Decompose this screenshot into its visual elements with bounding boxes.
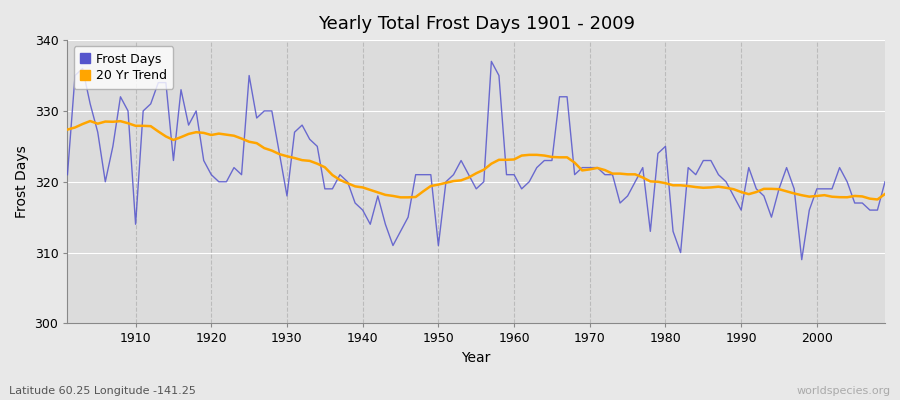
Text: Latitude 60.25 Longitude -141.25: Latitude 60.25 Longitude -141.25 (9, 386, 196, 396)
Text: worldspecies.org: worldspecies.org (796, 386, 891, 396)
X-axis label: Year: Year (462, 351, 490, 365)
Title: Yearly Total Frost Days 1901 - 2009: Yearly Total Frost Days 1901 - 2009 (318, 15, 634, 33)
Legend: Frost Days, 20 Yr Trend: Frost Days, 20 Yr Trend (74, 46, 174, 89)
Y-axis label: Frost Days: Frost Days (15, 145, 29, 218)
